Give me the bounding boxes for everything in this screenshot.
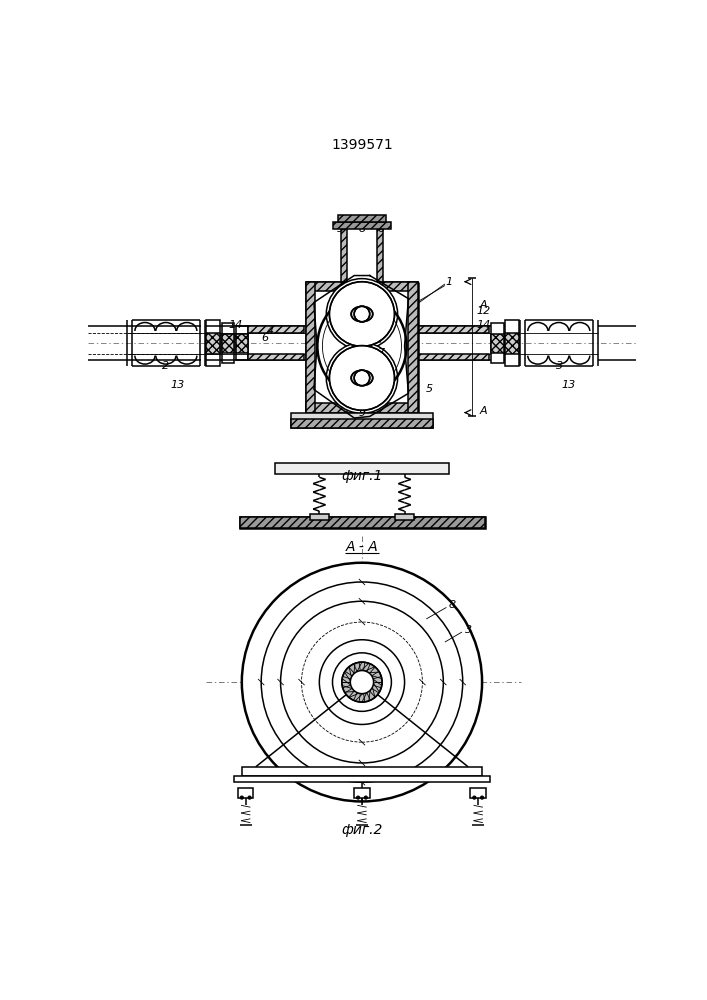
Text: 8: 8 (449, 600, 456, 610)
Bar (234, 776, 490, 782)
Bar (470, 788, 486, 798)
Text: 7: 7 (378, 335, 385, 345)
Bar (354, 788, 370, 798)
Ellipse shape (351, 306, 373, 322)
Circle shape (327, 279, 397, 349)
Text: фиг.2: фиг.2 (341, 823, 382, 837)
Circle shape (329, 282, 395, 346)
Circle shape (473, 796, 476, 799)
Text: 7: 7 (378, 348, 385, 358)
Text: 5: 5 (426, 384, 433, 394)
Bar (506, 333, 519, 354)
Text: А: А (480, 406, 487, 416)
Bar (491, 334, 504, 353)
Circle shape (329, 346, 395, 410)
Bar (506, 320, 519, 366)
Bar (206, 333, 220, 354)
Circle shape (240, 796, 243, 799)
Bar (222, 334, 234, 353)
Bar (222, 323, 234, 363)
Bar (395, 514, 414, 520)
Text: 13: 13 (562, 380, 576, 390)
Bar (341, 229, 347, 282)
Bar (240, 517, 485, 528)
Bar (235, 326, 248, 360)
Text: 12: 12 (477, 306, 491, 316)
Text: 1399571: 1399571 (331, 138, 393, 152)
Circle shape (248, 796, 251, 799)
Bar (418, 354, 489, 360)
Bar (206, 320, 220, 366)
Bar (248, 354, 304, 360)
Bar (310, 514, 329, 520)
Bar (275, 463, 449, 474)
Bar (333, 222, 391, 229)
Bar (409, 282, 418, 413)
Circle shape (354, 306, 370, 322)
Bar (315, 291, 409, 403)
Bar (306, 282, 418, 291)
Bar (291, 413, 433, 428)
Circle shape (327, 343, 397, 413)
Ellipse shape (351, 370, 373, 386)
Text: 3: 3 (464, 625, 472, 635)
Text: 6: 6 (378, 224, 385, 234)
Bar (248, 326, 304, 333)
Bar (306, 282, 315, 413)
Circle shape (364, 796, 368, 799)
Bar (238, 788, 253, 798)
Bar (240, 517, 485, 528)
Text: 13: 13 (170, 380, 185, 390)
Circle shape (354, 370, 370, 386)
Text: 14: 14 (477, 320, 491, 330)
Text: А - А: А - А (346, 540, 378, 554)
Circle shape (351, 671, 373, 694)
Bar (235, 334, 248, 353)
Text: 4: 4 (267, 326, 274, 336)
Text: 9: 9 (358, 408, 366, 418)
Bar (491, 323, 504, 363)
Bar (242, 767, 482, 776)
Bar (418, 326, 489, 333)
Text: 1: 1 (445, 277, 452, 287)
Circle shape (481, 796, 484, 799)
Text: 6: 6 (262, 333, 269, 343)
Text: 5: 5 (337, 224, 344, 234)
Bar (377, 229, 383, 282)
Bar (291, 419, 433, 428)
Text: 8: 8 (358, 224, 366, 234)
Circle shape (242, 563, 482, 801)
Bar (306, 403, 418, 413)
Bar (338, 215, 386, 222)
Circle shape (356, 796, 360, 799)
Text: 2: 2 (163, 361, 170, 371)
Text: фиг.1: фиг.1 (341, 469, 382, 483)
Circle shape (341, 662, 382, 702)
Text: 3: 3 (556, 361, 563, 371)
Text: 14: 14 (228, 320, 243, 330)
Text: А: А (480, 300, 487, 310)
